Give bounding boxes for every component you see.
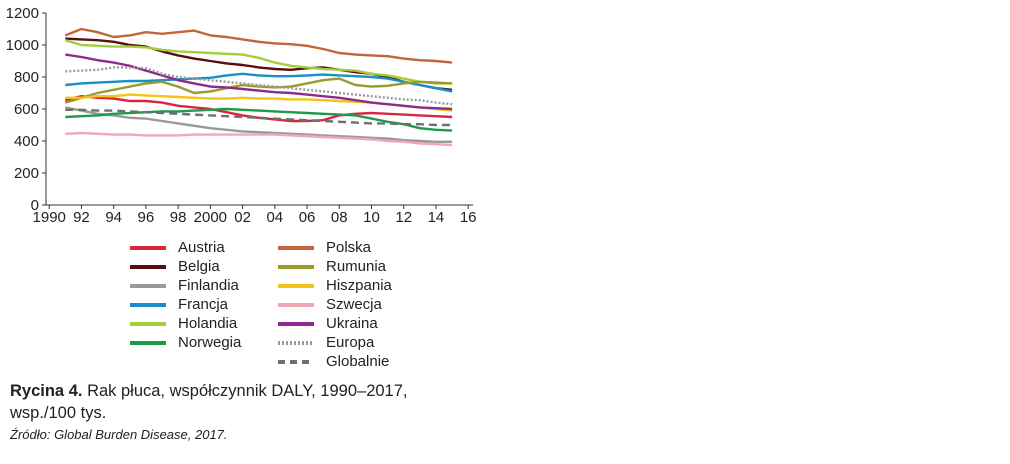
caption-title: Rycina 4. Rak płuca, współczynnik DALY, … — [10, 380, 450, 424]
series-line-ukraina — [65, 53, 453, 111]
y-tick-label: 1200 — [6, 5, 39, 22]
x-tick-label: 12 — [395, 209, 412, 226]
legend-label: Finlandia — [178, 277, 239, 294]
legend-swatch — [130, 340, 166, 345]
y-tick-label: 200 — [14, 165, 39, 182]
legend-label: Polska — [326, 239, 372, 256]
legend-item-globalnie: Globalnie — [278, 352, 392, 371]
legend-swatch — [130, 302, 166, 307]
series-line-finlandia — [65, 106, 453, 144]
legend-label: Holandia — [178, 315, 238, 332]
series-line-hiszpania — [65, 93, 453, 112]
legend-item-norwegia: Norwegia — [130, 333, 241, 352]
series-line-szwecja — [65, 131, 453, 147]
legend-swatch — [278, 264, 314, 269]
legend-label: Norwegia — [178, 334, 242, 351]
series-line-holandia — [64, 39, 453, 85]
chart-axes: 0 200 400 600 800 1000 1200 1990 92 94 96 98 2000 02 0… — [6, 5, 477, 226]
legend-item-szwecja: Szwecja — [278, 295, 392, 314]
legend-label: Austria — [178, 239, 225, 256]
legend-swatch — [278, 283, 314, 288]
legend-label: Francja — [178, 296, 229, 313]
x-tick-label: 94 — [105, 209, 122, 226]
y-tick-label: 400 — [14, 133, 39, 150]
legend-swatch — [278, 302, 314, 307]
legend-swatch — [278, 340, 314, 345]
series-line-rumunia — [64, 77, 453, 104]
x-tick-label: 92 — [73, 209, 90, 226]
legend-item-polska: Polska — [278, 238, 392, 257]
legend-swatch — [278, 321, 314, 326]
y-tick-label: 0 — [31, 197, 39, 214]
x-tick-label: 10 — [363, 209, 380, 226]
x-tick-label: 16 — [460, 209, 477, 226]
caption-text: Rak płuca, współczynnik DALY, 1990–2017,… — [10, 382, 408, 422]
legend-item-francja: Francja — [130, 295, 241, 314]
legend-item-belgia: Belgia — [130, 257, 241, 276]
legend-column-1: Austria Belgia Finlandia Francja Holandia Nor… — [130, 238, 241, 352]
legend-label: Hiszpania — [326, 277, 392, 294]
caption-label: Rycina 4. — [10, 382, 83, 400]
legend-swatch — [130, 321, 166, 326]
legend-label: Szwecja — [326, 296, 382, 313]
legend-label: Globalnie — [326, 353, 390, 370]
x-tick-label: 1990 — [33, 209, 66, 226]
legend-swatch — [278, 245, 314, 250]
figure-caption: Rycina 4. Rak płuca, współczynnik DALY, … — [10, 380, 450, 442]
legend-label: Rumunia — [326, 258, 387, 275]
series-line-norwegia — [65, 107, 453, 132]
x-tick-label: 96 — [138, 209, 155, 226]
legend-item-ukraina: Ukraina — [278, 314, 392, 333]
legend-item-europa: Europa — [278, 333, 392, 352]
y-tick-label: 600 — [14, 101, 39, 118]
legend-swatch — [130, 264, 166, 269]
x-tick-label: 98 — [170, 209, 187, 226]
series-line-europa — [65, 66, 453, 106]
line-chart: 0 200 400 600 800 1000 1200 1990 92 94 96 98 2000 02 0… — [6, 5, 477, 226]
x-tick-label: 04 — [266, 209, 283, 226]
legend-swatch — [130, 283, 166, 288]
legend-item-rumunia: Rumunia — [278, 257, 392, 276]
x-tick-label: 06 — [299, 209, 316, 226]
legend-item-hiszpania: Hiszpania — [278, 276, 392, 295]
legend-swatch — [278, 359, 314, 364]
x-tick-label: 14 — [428, 209, 445, 226]
legend-swatch — [130, 245, 166, 250]
series-line-polska — [64, 27, 453, 64]
x-tick-label: 2000 — [194, 209, 227, 226]
legend-label: Ukraina — [326, 315, 378, 332]
legend-item-finlandia: Finlandia — [130, 276, 241, 295]
series-line-belgia — [65, 37, 453, 91]
legend-column-2: Polska Rumunia Hiszpania Szwecja Ukraina Euro… — [278, 238, 392, 371]
x-tick-label: 02 — [234, 209, 251, 226]
y-tick-label: 800 — [14, 69, 39, 86]
legend-item-austria: Austria — [130, 238, 241, 257]
y-tick-label: 1000 — [6, 37, 39, 54]
chart-series — [64, 27, 453, 147]
legend-item-holandia: Holandia — [130, 314, 241, 333]
caption-source: Źródło: Global Burden Disease, 2017. — [10, 427, 228, 442]
series-line-austria — [65, 94, 453, 123]
legend-label: Belgia — [178, 258, 220, 275]
legend-label: Europa — [326, 334, 375, 351]
series-line-francja — [65, 72, 453, 93]
x-tick-label: 08 — [331, 209, 348, 226]
